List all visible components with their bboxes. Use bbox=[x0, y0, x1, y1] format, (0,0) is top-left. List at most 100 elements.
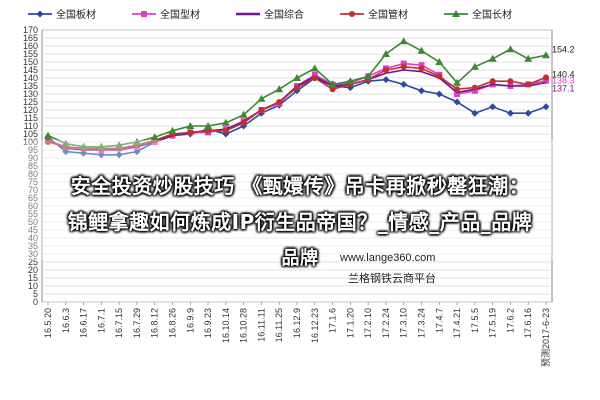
legend-label: 全国长材 bbox=[472, 8, 512, 21]
y-tick-label: 135 bbox=[23, 81, 38, 91]
y-tick-label: 95 bbox=[28, 145, 38, 155]
y-tick-label: 150 bbox=[23, 57, 38, 67]
legend-label: 全国管材 bbox=[368, 8, 408, 21]
y-tick-label: 45 bbox=[28, 225, 38, 235]
y-tick-label: 165 bbox=[23, 33, 38, 43]
watermark-name: 兰格钢铁云商平台 bbox=[348, 272, 436, 285]
series-point bbox=[62, 148, 70, 156]
series-point bbox=[141, 11, 147, 17]
series-point bbox=[364, 72, 373, 80]
legend-entry: 全国管材 bbox=[340, 8, 408, 21]
series-point bbox=[205, 127, 212, 134]
series-point bbox=[115, 141, 124, 149]
series-point bbox=[382, 67, 389, 73]
series-point bbox=[257, 94, 266, 102]
series-point bbox=[381, 50, 390, 57]
x-tick-label: 16.10.28 bbox=[239, 308, 249, 343]
series-point bbox=[186, 122, 195, 129]
series-point bbox=[276, 99, 283, 105]
series-triangle bbox=[44, 37, 550, 150]
y-tick-label: 75 bbox=[28, 177, 38, 187]
series-point bbox=[36, 10, 44, 18]
y-tick-label: 50 bbox=[28, 217, 38, 227]
headline-line-2: 锦鲤拿趣如何炼成IP衍生品帝国？_情感_产品_品牌 bbox=[67, 210, 533, 234]
y-tick-label: 110 bbox=[24, 121, 38, 131]
y-tick-label: 85 bbox=[28, 161, 38, 171]
series-point bbox=[525, 81, 532, 88]
series-point bbox=[471, 84, 478, 91]
series-point bbox=[221, 118, 230, 126]
series-point bbox=[542, 103, 550, 111]
series-lines bbox=[44, 37, 550, 159]
series-point bbox=[507, 78, 514, 85]
x-tick-label: 预测2017-6-23 bbox=[541, 308, 551, 367]
y-tick-label: 125 bbox=[23, 97, 38, 107]
series-point bbox=[400, 63, 407, 70]
y-tick-label: 140 bbox=[23, 73, 38, 83]
y-tick-label: 35 bbox=[28, 241, 38, 251]
series-point bbox=[418, 65, 425, 72]
series-point bbox=[294, 84, 300, 91]
series-point bbox=[400, 60, 407, 67]
x-tick-label: 17.6.2 bbox=[505, 308, 515, 333]
x-tick-label: 17.2.24 bbox=[381, 308, 391, 338]
series-point bbox=[452, 10, 460, 17]
x-tick-label: 17.3.24 bbox=[417, 308, 427, 338]
series-point bbox=[471, 87, 478, 94]
series-point bbox=[488, 54, 497, 62]
series-point bbox=[418, 87, 425, 95]
series-point bbox=[399, 37, 408, 45]
series-point bbox=[329, 86, 336, 93]
series-point bbox=[204, 122, 213, 129]
series-point bbox=[400, 80, 408, 88]
x-tick-label: 16.12.23 bbox=[310, 308, 320, 343]
series-point bbox=[150, 133, 159, 141]
x-tick-label: 16.9.9 bbox=[185, 308, 195, 333]
headline-line-1: 安全投资炒股技巧 《甄嬛传》吊卡再掀秒罄狂潮： bbox=[70, 174, 530, 198]
series-point bbox=[258, 107, 265, 113]
x-tick-label: 17.3.10 bbox=[399, 308, 409, 338]
series-point bbox=[436, 73, 443, 80]
y-tick-label: 120 bbox=[23, 105, 38, 115]
end-value-label: 154.2 bbox=[552, 44, 575, 54]
x-tick-label: 16.10.14 bbox=[221, 308, 231, 343]
series-point bbox=[97, 142, 106, 150]
series-point bbox=[132, 138, 141, 145]
series-point bbox=[418, 62, 425, 69]
series-point bbox=[453, 98, 461, 106]
x-tick-label: 16.5.20 bbox=[43, 308, 53, 338]
series-point bbox=[435, 58, 444, 65]
x-tick-label: 17.2.10 bbox=[363, 308, 373, 338]
x-tick-label: 17.1.6 bbox=[328, 308, 338, 333]
y-tick-label: 40 bbox=[28, 233, 38, 243]
series-point bbox=[187, 129, 194, 136]
series-point bbox=[222, 127, 229, 134]
y-tick-label: 70 bbox=[28, 185, 38, 195]
x-tick-label: 16.7.1 bbox=[96, 308, 106, 333]
legend: 全国板材 全国型材 全国综合 全国管材 全国长材 bbox=[28, 8, 512, 21]
x-tick-label: 17.5.19 bbox=[488, 308, 498, 338]
x-tick-label: 16.12.9 bbox=[292, 308, 302, 338]
series-point bbox=[470, 62, 479, 70]
series-point bbox=[506, 109, 514, 117]
y-tick-label: 80 bbox=[28, 169, 38, 179]
series-point bbox=[524, 109, 532, 117]
headline-overlay bbox=[0, 140, 600, 260]
series-point bbox=[454, 91, 461, 97]
x-tick-label: 16.11.11 bbox=[256, 308, 266, 342]
x-tick-label: 17.1.20 bbox=[345, 308, 355, 338]
y-tick-label: 145 bbox=[23, 65, 38, 75]
end-value-label: 140.4 bbox=[552, 69, 575, 79]
x-tick-label: 16.9.23 bbox=[203, 308, 213, 338]
y-tick-label: 155 bbox=[23, 49, 38, 59]
legend-label: 全国综合 bbox=[264, 8, 304, 21]
y-tick-label: 25 bbox=[28, 257, 38, 267]
series-point bbox=[168, 126, 177, 134]
series-point bbox=[346, 77, 355, 85]
series-point bbox=[328, 80, 337, 88]
x-tick-label: 17.5.5 bbox=[470, 308, 480, 333]
watermark-url: www.lange360.com bbox=[340, 252, 436, 264]
x-tick-label: 16.6.3 bbox=[61, 308, 71, 333]
